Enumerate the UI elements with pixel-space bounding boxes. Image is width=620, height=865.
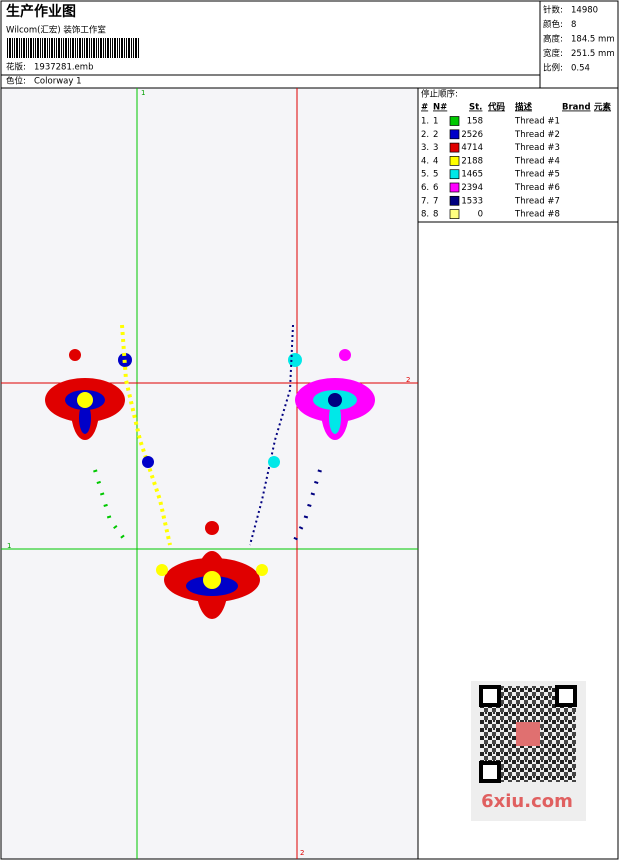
qr-finder bbox=[555, 685, 577, 707]
stat-value: 0.54 bbox=[571, 64, 590, 74]
needle: 1 bbox=[433, 117, 438, 127]
column-header: # bbox=[421, 103, 428, 113]
needle: 8 bbox=[433, 210, 438, 220]
guide-label: 1 bbox=[141, 89, 145, 97]
guide-label: 2 bbox=[406, 376, 410, 384]
guide-label: 1 bbox=[7, 542, 11, 550]
column-header: 描述 bbox=[515, 102, 533, 113]
description: Thread #4 bbox=[514, 156, 560, 166]
description: Thread #1 bbox=[514, 117, 560, 127]
color-swatch bbox=[449, 142, 460, 153]
needle: 7 bbox=[433, 196, 438, 206]
stitches: 1465 bbox=[461, 170, 483, 180]
description: Thread #5 bbox=[514, 170, 560, 180]
needle: 4 bbox=[433, 156, 438, 166]
stat-value: 14980 bbox=[571, 6, 598, 16]
description: Thread #7 bbox=[514, 196, 560, 206]
description: Thread #6 bbox=[514, 183, 560, 193]
color-swatch bbox=[449, 116, 460, 126]
stitches: 2526 bbox=[461, 130, 483, 140]
color-swatch bbox=[449, 169, 460, 180]
design-file: 1937281.emb bbox=[34, 63, 93, 73]
barcode bbox=[6, 38, 140, 58]
stitches: 2394 bbox=[461, 183, 483, 193]
colorway-label: 色位: bbox=[6, 76, 26, 87]
row-number: 1. bbox=[421, 117, 429, 127]
colorway: Colorway 1 bbox=[34, 77, 82, 87]
table-title: 停止顺序: bbox=[421, 89, 458, 100]
embroidery-design bbox=[45, 324, 375, 619]
needle: 2 bbox=[433, 130, 438, 140]
column-header: 代码 bbox=[487, 102, 506, 113]
stat-label: 高度: bbox=[543, 34, 563, 45]
color-swatch bbox=[449, 156, 460, 166]
row-number: 4. bbox=[421, 156, 429, 166]
stat-label: 宽度: bbox=[543, 48, 563, 59]
stat-label: 针数: bbox=[543, 5, 563, 16]
color-swatch bbox=[449, 182, 460, 193]
description: Thread #3 bbox=[514, 143, 560, 153]
description: Thread #8 bbox=[514, 210, 560, 220]
watermark: 6xiu.com bbox=[481, 791, 573, 812]
column-header: Brand bbox=[562, 103, 591, 113]
color-swatch bbox=[449, 129, 460, 140]
color-swatch bbox=[449, 195, 460, 206]
studio: Wilcom(汇宏) 装饰工作室 bbox=[6, 25, 106, 36]
row-number: 5. bbox=[421, 170, 429, 180]
column-header: N# bbox=[433, 103, 447, 113]
title: 生产作业图 bbox=[6, 3, 76, 20]
column-header: St. bbox=[469, 103, 482, 113]
stat-label: 比例: bbox=[543, 63, 563, 74]
row-number: 8. bbox=[421, 210, 429, 220]
stat-value: 184.5 mm bbox=[571, 35, 615, 45]
column-header: 元素 bbox=[594, 102, 612, 113]
stitches: 1533 bbox=[461, 196, 483, 206]
guide-label: 2 bbox=[300, 849, 304, 857]
qr-finder bbox=[479, 761, 501, 783]
stat-label: 颜色: bbox=[543, 19, 563, 30]
stitches: 0 bbox=[478, 210, 483, 220]
stat-value: 8 bbox=[571, 20, 576, 30]
stitches: 4714 bbox=[461, 143, 483, 153]
needle: 6 bbox=[433, 183, 438, 193]
stitches: 2188 bbox=[461, 156, 483, 166]
needle: 3 bbox=[433, 143, 438, 153]
description: Thread #2 bbox=[514, 130, 560, 140]
row-number: 3. bbox=[421, 143, 429, 153]
design-label: 花版: bbox=[6, 62, 26, 73]
row-number: 2. bbox=[421, 130, 429, 140]
row-number: 7. bbox=[421, 196, 429, 206]
canvas bbox=[1, 88, 418, 859]
needle: 5 bbox=[433, 170, 438, 180]
row-number: 6. bbox=[421, 183, 429, 193]
qr-logo bbox=[516, 722, 540, 746]
stitches: 158 bbox=[467, 117, 483, 127]
color-swatch bbox=[449, 209, 460, 219]
stat-value: 251.5 mm bbox=[571, 49, 615, 59]
qr-finder bbox=[479, 685, 501, 707]
